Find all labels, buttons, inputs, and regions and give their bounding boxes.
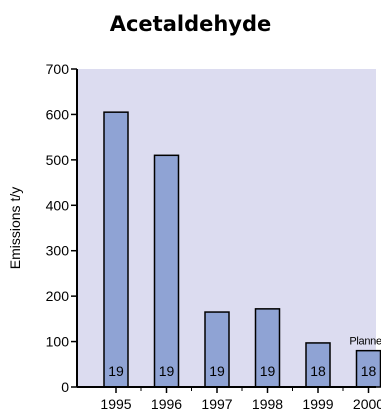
bar-label: 18 xyxy=(310,363,326,379)
x-tick-label: 1996 xyxy=(151,396,182,412)
bar-1996 xyxy=(153,154,180,388)
bar-label: 19 xyxy=(260,363,276,379)
bar-label: 19 xyxy=(209,363,225,379)
chart-title: Acetaldehyde xyxy=(109,12,272,36)
y-tick-label: 500 xyxy=(46,152,70,168)
bar-label: 19 xyxy=(108,363,124,379)
x-tick-label: 1997 xyxy=(201,396,232,412)
x-tick-label: 2000 xyxy=(353,396,381,412)
x-tick-label: 1995 xyxy=(100,396,131,412)
y-axis-label: Emissions t/y xyxy=(7,187,23,269)
y-tick-label: 200 xyxy=(46,288,70,304)
y-tick-label: 100 xyxy=(46,334,70,350)
bar-1995 xyxy=(103,111,129,388)
x-tick-label: 1999 xyxy=(302,396,333,412)
y-tick-label: 700 xyxy=(46,61,70,77)
y-tick-label: 300 xyxy=(46,243,70,259)
bar-label: 19 xyxy=(159,363,175,379)
y-tick-label: 600 xyxy=(46,106,70,122)
annotation-planned: Planned xyxy=(349,336,381,348)
bar-label: 18 xyxy=(361,363,377,379)
bar-1999 xyxy=(305,342,331,388)
y-tick-label: 0 xyxy=(61,379,69,395)
x-tick-label: 1998 xyxy=(252,396,283,412)
y-tick-label: 400 xyxy=(46,197,70,213)
bar-1998 xyxy=(254,308,281,388)
